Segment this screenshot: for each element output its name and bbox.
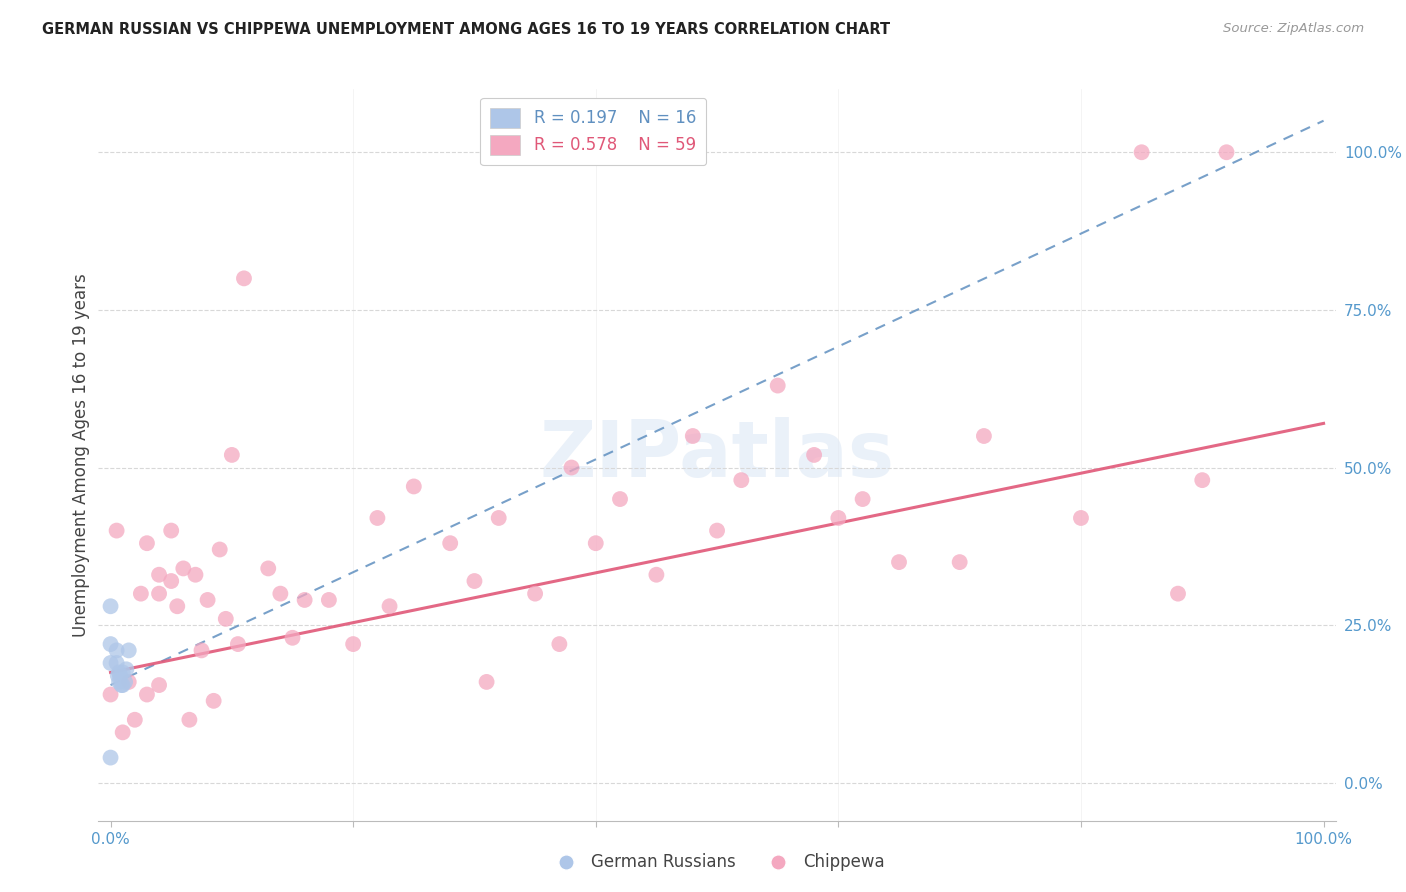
Point — [682, 429, 704, 443]
Point — [949, 555, 972, 569]
Point — [378, 599, 401, 614]
Point — [179, 713, 201, 727]
Point — [548, 637, 571, 651]
Point — [766, 378, 789, 392]
Point — [129, 587, 152, 601]
Point — [100, 599, 122, 614]
Point — [108, 665, 131, 680]
Point — [827, 511, 849, 525]
Point — [560, 460, 582, 475]
Point — [166, 599, 188, 614]
Point — [148, 567, 170, 582]
Point — [100, 637, 122, 651]
Point — [111, 665, 134, 680]
Point — [215, 612, 238, 626]
Point — [318, 593, 340, 607]
Point — [110, 668, 132, 682]
Point — [524, 587, 547, 601]
Point — [342, 637, 364, 651]
Point — [221, 448, 243, 462]
Point — [463, 574, 485, 588]
Point — [105, 643, 128, 657]
Point — [148, 678, 170, 692]
Point — [108, 674, 131, 689]
Point — [269, 587, 291, 601]
Point — [475, 674, 498, 689]
Text: Source: ZipAtlas.com: Source: ZipAtlas.com — [1223, 22, 1364, 36]
Point — [1191, 473, 1213, 487]
Point — [118, 674, 141, 689]
Point — [136, 536, 159, 550]
Point — [402, 479, 425, 493]
Y-axis label: Unemployment Among Ages 16 to 19 years: Unemployment Among Ages 16 to 19 years — [72, 273, 90, 637]
Point — [887, 555, 910, 569]
Point — [197, 593, 219, 607]
Point — [294, 593, 316, 607]
Point — [148, 587, 170, 601]
Point — [973, 429, 995, 443]
Point — [852, 491, 875, 506]
Point — [257, 561, 280, 575]
Point — [226, 637, 249, 651]
Point — [100, 656, 122, 670]
Legend: German Russians, Chippewa: German Russians, Chippewa — [543, 847, 891, 878]
Point — [110, 678, 132, 692]
Point — [366, 511, 388, 525]
Point — [172, 561, 194, 575]
Point — [730, 473, 752, 487]
Point — [439, 536, 461, 550]
Point — [609, 491, 631, 506]
Point — [111, 725, 134, 739]
Point — [585, 536, 607, 550]
Text: GERMAN RUSSIAN VS CHIPPEWA UNEMPLOYMENT AMONG AGES 16 TO 19 YEARS CORRELATION CH: GERMAN RUSSIAN VS CHIPPEWA UNEMPLOYMENT … — [42, 22, 890, 37]
Point — [233, 271, 256, 285]
Point — [184, 567, 207, 582]
Point — [706, 524, 728, 538]
Point — [105, 524, 128, 538]
Point — [105, 656, 128, 670]
Point — [100, 750, 122, 764]
Point — [488, 511, 510, 525]
Point — [803, 448, 825, 462]
Point — [100, 688, 122, 702]
Point — [1070, 511, 1092, 525]
Point — [160, 574, 183, 588]
Point — [202, 694, 225, 708]
Point — [118, 643, 141, 657]
Point — [1167, 587, 1189, 601]
Point — [160, 524, 183, 538]
Point — [1130, 145, 1153, 160]
Point — [645, 567, 668, 582]
Point — [136, 688, 159, 702]
Text: ZIPatlas: ZIPatlas — [540, 417, 894, 493]
Point — [107, 668, 129, 682]
Point — [281, 631, 304, 645]
Point — [111, 678, 134, 692]
Point — [1215, 145, 1237, 160]
Point — [124, 713, 146, 727]
Point — [190, 643, 212, 657]
Point — [208, 542, 231, 557]
Point — [115, 662, 138, 676]
Point — [114, 674, 136, 689]
